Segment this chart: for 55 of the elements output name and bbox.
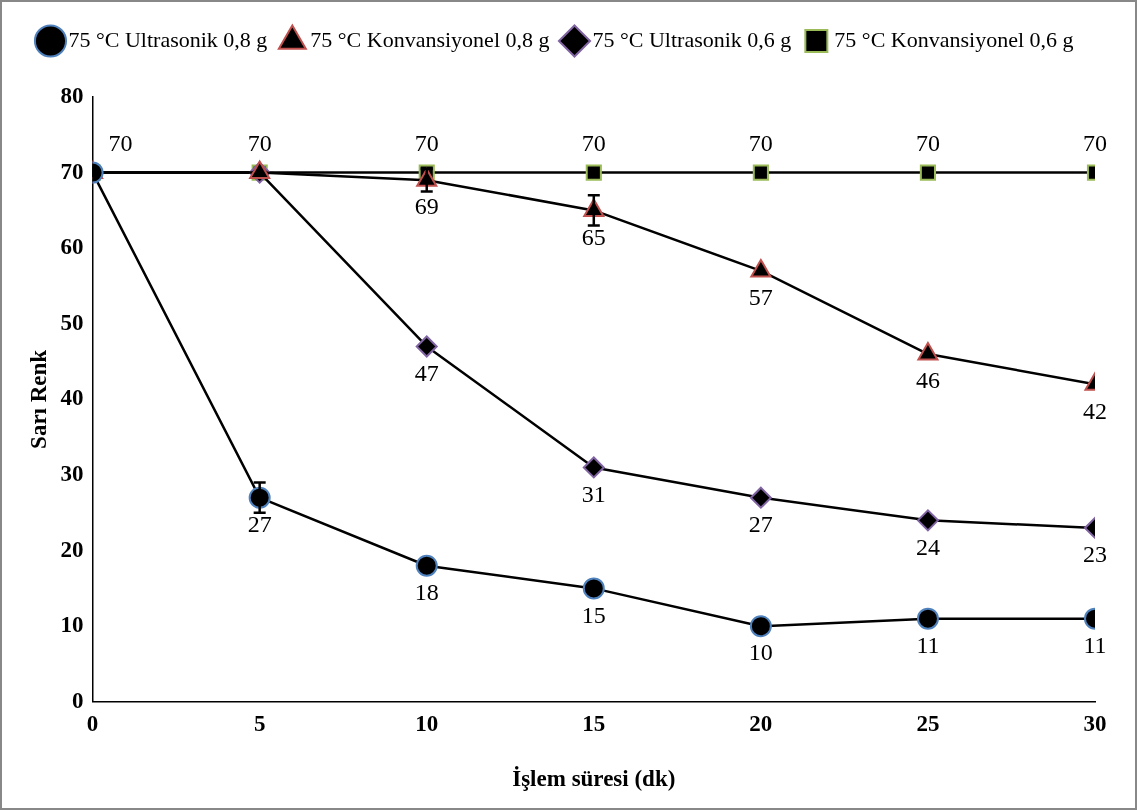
y-axis-title: Sarı Renk bbox=[25, 349, 51, 449]
data-label: 15 bbox=[581, 601, 606, 628]
x-tick-label: 15 bbox=[582, 710, 606, 736]
legend-label: 75 °C Konvansiyonel 0,8 g bbox=[310, 26, 550, 52]
y-tick-label: 70 bbox=[60, 158, 84, 184]
legend-label: 75 °C Konvansiyonel 0,6 g bbox=[834, 26, 1074, 52]
x-tick-label: 5 bbox=[253, 710, 266, 736]
y-tick-label: 60 bbox=[60, 234, 84, 260]
y-tick-label: 80 bbox=[60, 82, 84, 108]
data-label: 46 bbox=[915, 367, 940, 394]
data-label: 65 bbox=[581, 223, 606, 250]
data-label: 11 bbox=[916, 631, 940, 658]
point bbox=[749, 486, 772, 509]
point bbox=[919, 164, 936, 181]
x-axis-title: İşlem süresi (dk) bbox=[512, 766, 676, 792]
point bbox=[749, 615, 772, 638]
point bbox=[752, 164, 769, 181]
point bbox=[916, 509, 939, 532]
data-label: 31 bbox=[581, 480, 606, 507]
point bbox=[582, 577, 605, 600]
data-label: 10 bbox=[748, 639, 773, 666]
point bbox=[585, 164, 602, 181]
data-label: 42 bbox=[1083, 397, 1107, 424]
point bbox=[582, 456, 605, 479]
x-tick-label: 30 bbox=[1083, 710, 1107, 736]
x-tick-label: 20 bbox=[749, 710, 773, 736]
data-label: 11 bbox=[1083, 631, 1107, 658]
y-tick-label: 0 bbox=[72, 687, 84, 713]
data-label: 18 bbox=[414, 579, 439, 606]
data-label: 70 bbox=[414, 129, 439, 156]
y-tick-label: 30 bbox=[60, 460, 84, 486]
point bbox=[916, 607, 939, 630]
data-label: 70 bbox=[247, 129, 272, 156]
x-tick-label: 10 bbox=[415, 710, 439, 736]
legend-label: 75 °C Ultrasonik 0,8 g bbox=[68, 26, 268, 52]
data-label: 70 bbox=[108, 129, 133, 156]
data-label: 27 bbox=[247, 510, 272, 537]
data-label: 70 bbox=[748, 129, 773, 156]
data-label: 24 bbox=[915, 533, 940, 560]
data-label: 23 bbox=[1083, 541, 1107, 568]
data-label: 69 bbox=[414, 193, 439, 220]
data-label: 70 bbox=[915, 129, 940, 156]
data-label: 27 bbox=[748, 510, 773, 537]
y-tick-label: 50 bbox=[60, 309, 84, 335]
y-tick-label: 40 bbox=[60, 385, 84, 411]
point bbox=[415, 554, 438, 577]
y-tick-label: 10 bbox=[60, 612, 84, 638]
x-tick-label: 25 bbox=[916, 710, 940, 736]
data-label: 47 bbox=[414, 359, 439, 386]
point bbox=[415, 335, 438, 358]
y-tick-label: 20 bbox=[60, 536, 84, 562]
data-label: 57 bbox=[748, 284, 773, 311]
data-label: 70 bbox=[1083, 129, 1107, 156]
legend-label: 75 °C Ultrasonik 0,6 g bbox=[592, 26, 792, 52]
data-label: 70 bbox=[581, 129, 606, 156]
